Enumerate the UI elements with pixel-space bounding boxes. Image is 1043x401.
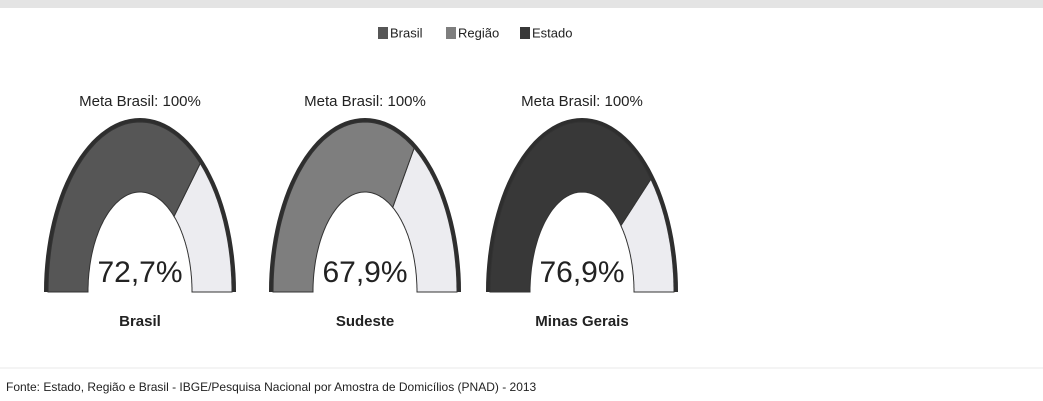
gauge-value: [272, 121, 415, 293]
gauge-name: Minas Gerais: [535, 313, 628, 330]
gauge-name: Sudeste: [336, 313, 394, 330]
target-label: Meta Brasil: 100%: [79, 93, 201, 110]
legend-label: Brasil: [390, 25, 423, 40]
gauge-value: [489, 121, 652, 293]
value-label: 67,9%: [322, 256, 407, 289]
value-label: 76,9%: [539, 256, 624, 289]
top-band: [0, 0, 1043, 8]
value-label: 72,7%: [97, 256, 182, 289]
source-note: Fonte: Estado, Região e Brasil - IBGE/Pe…: [6, 380, 537, 394]
legend-swatch: [520, 27, 530, 39]
gauge-remainder: [620, 178, 675, 293]
gauge-value: [47, 121, 201, 293]
legend-label: Estado: [532, 25, 572, 40]
gauge-remainder: [173, 162, 233, 293]
target-label: Meta Brasil: 100%: [521, 93, 643, 110]
legend-label: Região: [458, 25, 499, 40]
gauge-remainder: [392, 147, 458, 293]
target-label: Meta Brasil: 100%: [304, 93, 426, 110]
gauge-name: Brasil: [119, 313, 161, 330]
legend-swatch: [378, 27, 388, 39]
legend-swatch: [446, 27, 456, 39]
